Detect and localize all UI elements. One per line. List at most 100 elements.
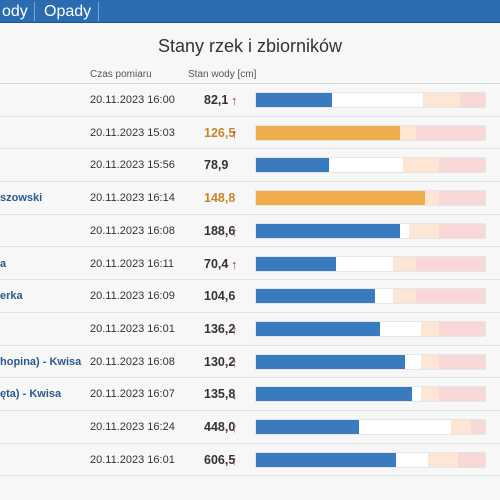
water-level-value: 148,8 [204,191,236,206]
measurement-time: 20.11.2023 16:07 [90,388,175,401]
water-level-bar [255,419,486,435]
water-level-value: 78,9 [204,158,229,173]
level-fill [256,420,360,434]
alarm-zone [439,191,485,206]
level-fill [256,354,405,369]
alarm-zone [459,93,485,107]
level-fill [256,158,330,173]
alarm-zone [439,321,485,336]
water-level-value: 448,0 [204,420,236,434]
station-name-link[interactable]: erka [0,290,23,303]
measurement-time: 20.11.2023 15:03 [90,126,175,139]
alarm-zone [439,354,485,369]
table-row[interactable]: szowski 20.11.2023 16:14 148,8 [0,182,500,215]
rivers-panel: Stany rzek i zbiorników Czas pomiaru Sta… [0,23,500,500]
alarm-zone [416,289,485,304]
trend-up-icon: ↑ [231,125,238,141]
water-level-bar [255,451,486,468]
measurement-time: 20.11.2023 16:09 [90,290,175,303]
nav-separator [98,2,99,21]
water-level-bar [255,255,486,272]
measurement-time: 20.11.2023 15:56 [90,159,175,172]
alarm-zone [457,452,485,467]
trend-down-icon: ↓ [231,387,238,403]
level-fill [256,387,412,402]
measurement-time: 20.11.2023 16:11 [90,257,175,270]
alarm-zone [416,256,485,271]
column-header-water-level: Stan wody [cm] [188,69,257,80]
water-level-bar [255,92,486,108]
table-row[interactable]: erka 20.11.2023 16:09 104,6 [0,280,500,313]
level-fill [256,289,376,304]
trend-up-icon: ↑ [231,93,238,108]
table-row[interactable]: a 20.11.2023 16:11 70,4 ↑ [0,248,500,281]
measurement-time: 20.11.2023 16:08 [90,355,175,368]
alarm-zone [439,223,485,238]
warning-zone [393,256,417,271]
measurement-time: 20.11.2023 16:14 [90,192,175,205]
water-level-value: 104,6 [204,289,236,304]
level-fill [256,191,426,206]
warning-zone [420,387,440,402]
water-level-bar [255,157,486,174]
trend-up-icon: ↑ [231,452,238,468]
alarm-zone [471,420,485,434]
alarm-zone [439,158,485,173]
warning-zone [425,191,440,206]
column-header-time: Czas pomiaru [90,69,152,80]
water-level-value: 82,1 [204,93,229,107]
water-level-value: 70,4 [204,256,229,271]
table-row[interactable]: hopina) - Kwisa 20.11.2023 16:08 130,2 ↑ [0,346,500,379]
warning-zone [393,289,417,304]
header-divider [0,83,500,84]
warning-zone [427,452,458,467]
warning-zone [420,354,440,369]
warning-zone [420,321,440,336]
nav-tab-stany-wody[interactable]: ody [2,3,28,20]
water-level-bar [255,124,486,141]
water-level-value: 136,2 [204,321,236,336]
station-name-link[interactable]: hopina) - Kwisa [0,355,82,368]
level-fill [256,93,332,107]
station-name-link[interactable]: szowski [0,192,43,205]
nav-separator [34,2,35,21]
level-fill [256,223,401,238]
water-level-value: 135,8 [204,387,236,402]
alarm-zone [439,387,485,402]
table-row[interactable]: 20.11.2023 16:00 82,1 ↑ [0,84,500,117]
station-name-link[interactable]: ęta) - Kwisa [0,388,62,401]
table-row[interactable]: 20.11.2023 16:08 188,6 ↑ [0,215,500,248]
table-row[interactable]: 20.11.2023 16:01 606,5 ↑ [0,444,500,477]
measurement-time: 20.11.2023 16:24 [90,421,175,433]
level-fill [256,321,380,336]
water-level-bar [255,320,486,337]
table-row[interactable]: 20.11.2023 16:01 136,2 ↑ [0,313,500,346]
trend-up-icon: ↑ [231,223,238,239]
water-level-bar [255,222,486,239]
table-row[interactable]: 20.11.2023 16:24 448,0 ↑ [0,411,500,444]
top-navbar: ody Opady [0,0,500,23]
page-title: Stany rzek i zbiorników [157,36,343,56]
alarm-zone [416,125,485,140]
table-row[interactable]: 20.11.2023 15:56 78,9 [0,149,500,183]
level-fill [256,256,337,271]
warning-zone [450,420,472,434]
trend-up-icon: ↑ [231,321,238,337]
measurement-time: 20.11.2023 16:01 [90,453,175,466]
measurement-time: 20.11.2023 16:00 [90,94,175,106]
nav-tab-opady[interactable]: Opady [44,3,92,20]
level-fill [256,125,401,140]
trend-up-icon: ↑ [231,420,238,435]
water-level-bar [255,386,486,403]
water-level-bar [255,353,486,370]
water-level-value: 188,6 [204,223,236,238]
water-level-value: 130,2 [204,354,236,369]
level-fill [256,452,396,467]
trend-up-icon: ↑ [231,256,238,272]
table-row[interactable]: ęta) - Kwisa 20.11.2023 16:07 135,8 ↓ [0,378,500,411]
measurement-time: 20.11.2023 16:01 [90,322,175,335]
table-row[interactable]: 20.11.2023 15:03 126,5 ↑ [0,117,500,150]
water-level-bar [255,288,486,305]
station-name-link[interactable]: a [0,257,7,270]
warning-zone [423,93,460,107]
